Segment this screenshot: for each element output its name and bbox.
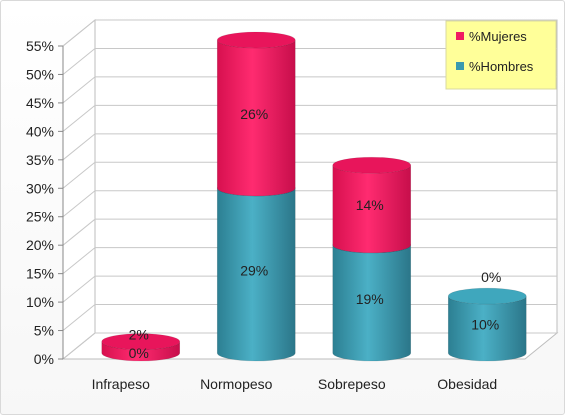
bar-hombres [216,187,296,362]
legend-swatch-mujeres [456,32,464,40]
category-label: Obesidad [437,376,497,392]
y-tick-label: 15% [26,266,54,282]
legend-box [445,20,557,90]
bar-hombres [332,244,412,362]
legend-swatch-hombres [456,62,464,70]
y-tick-label: 25% [26,209,54,225]
y-tick-label: 10% [26,294,54,310]
bar-cap-mujeres [101,333,181,350]
data-label-mujeres: 26% [240,106,268,122]
x-axis-categories: Infrapeso Normopeso Sobrepeso Obesidad [92,376,498,392]
data-label-hombres: 19% [356,291,384,307]
category-label: Infrapeso [92,376,151,392]
data-label-hombres: 10% [471,317,499,333]
y-tick-label: 50% [26,66,54,82]
bar-cap-hombres [447,287,527,305]
category-label: Normopeso [200,376,273,392]
y-tick-label: 30% [26,180,54,196]
data-label-mujeres: 2% [129,327,149,343]
y-tick-label: 45% [26,95,54,111]
y-tick-label: 0% [34,351,54,367]
gridline [62,133,557,161]
bar-hombres [447,296,527,362]
data-labels: 0% 2% 29% 26% 19% 14% 10% 0% [129,106,502,361]
y-tick-label: 35% [26,152,54,168]
legend-label-hombres: %Hombres [469,59,534,74]
data-label-hombres: 0% [129,345,149,361]
data-label-mujeres: 14% [356,197,384,213]
y-tick-label: 20% [26,237,54,253]
gridline [62,76,557,104]
legend-label-mujeres: %Mujeres [469,29,527,44]
legend: %Mujeres %Hombres [445,20,557,90]
bar-cap-mujeres [216,31,296,49]
y-axis: 0% 5% 10% 15% 20% 25% 30% 35% 40% 45% 50% 55% [26,38,64,367]
data-label-hombres: 29% [240,262,268,278]
y-tick-label: 55% [26,38,54,54]
bar-cap-mujeres [332,156,412,174]
data-label-mujeres: 0% [481,269,501,285]
gridline [62,104,557,132]
bars [101,31,527,362]
y-tick-label: 40% [26,123,54,139]
category-label: Sobrepeso [318,376,386,392]
gridline [62,47,557,75]
y-tick-label: 5% [34,323,54,339]
gridline [62,19,557,47]
